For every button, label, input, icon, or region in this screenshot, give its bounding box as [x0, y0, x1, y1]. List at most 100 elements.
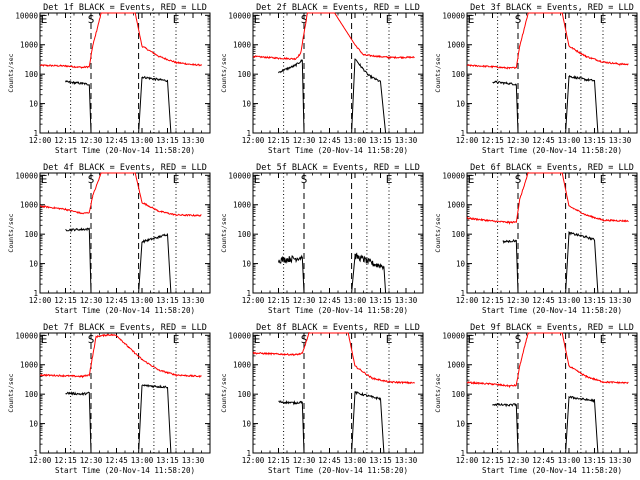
x-tick-label: 12:45 — [105, 456, 128, 465]
x-tick-label: 12:15 — [54, 296, 77, 305]
panel-7: Det 7f BLACK = Events, RED = LLD 1 10 100 10… — [7, 323, 211, 475]
x-tick-label: 12:45 — [105, 296, 128, 305]
x-tick-label: 13:00 — [344, 136, 367, 145]
x-tick-label: 12:00 — [242, 136, 265, 145]
panel-2: Det 2f BLACK = Events, RED = LLD 1 10 100 10… — [220, 3, 424, 155]
y-tick-label: 1 — [460, 449, 465, 458]
y-tick-label: 10000 — [228, 171, 251, 180]
y-tick-label: 100 — [24, 230, 38, 239]
y-tick-label: 10000 — [442, 171, 465, 180]
panel-3: Det 3f BLACK = Events, RED = LLD 1 10 100 10… — [434, 3, 638, 155]
y-tick-label: 10 — [242, 100, 252, 109]
lld-series-line — [39, 333, 202, 379]
x-tick-label: 12:00 — [29, 136, 52, 145]
y-tick-label: 1000 — [447, 361, 466, 370]
plot-frame — [466, 332, 638, 454]
x-axis-label: Start Time (20-Nov-14 11:58:20) — [55, 466, 195, 475]
x-tick-label: 12:00 — [242, 456, 265, 465]
events-series-line — [502, 231, 599, 294]
panel-title: Det 5f BLACK = Events, RED = LLD — [256, 163, 420, 173]
events-series-line — [492, 395, 599, 454]
x-tick-label: 12:15 — [267, 296, 290, 305]
panel-1: Det 1f BLACK = Events, RED = LLD 1 10 100 10… — [7, 3, 211, 155]
marker-e-left: E — [41, 173, 48, 186]
lld-series-line — [39, 172, 202, 217]
x-tick-label: 13:30 — [182, 456, 205, 465]
x-axis-label: Start Time (20-Nov-14 11:58:20) — [482, 306, 622, 315]
x-tick-label: 13:15 — [156, 296, 179, 305]
marker-s: S — [515, 13, 522, 26]
x-tick-label: 13:00 — [344, 296, 367, 305]
x-tick-label: 12:30 — [80, 456, 103, 465]
y-tick-label: 10000 — [228, 11, 251, 20]
marker-e-left: E — [468, 173, 475, 186]
y-tick-label: 1 — [33, 289, 38, 298]
y-axis-label: Counts/sec — [434, 373, 442, 412]
x-tick-label: 13:00 — [131, 456, 154, 465]
y-tick-label: 1 — [246, 129, 251, 138]
y-tick-label: 10000 — [228, 331, 251, 340]
y-axis-label: Counts/sec — [434, 53, 442, 92]
events-series-line — [278, 391, 385, 454]
y-tick-label: 1000 — [20, 201, 39, 210]
y-tick-label: 100 — [237, 70, 251, 79]
panel-title: Det 1f BLACK = Events, RED = LLD — [43, 3, 207, 13]
y-axis-label: Counts/sec — [434, 213, 442, 252]
events-series-line — [65, 75, 172, 134]
marker-e-left: E — [468, 333, 475, 346]
y-tick-label: 1 — [246, 289, 251, 298]
y-tick-label: 10000 — [442, 11, 465, 20]
y-tick-label: 1 — [33, 449, 38, 458]
y-tick-label: 10 — [456, 420, 466, 429]
x-tick-label: 12:15 — [267, 136, 290, 145]
panel-5: Det 5f BLACK = Events, RED = LLD 1 10 100 10… — [220, 163, 424, 315]
x-tick-label: 13:00 — [131, 136, 154, 145]
panel-title: Det 4f BLACK = Events, RED = LLD — [43, 163, 207, 173]
x-tick-label: 12:45 — [105, 136, 128, 145]
y-tick-label: 1 — [460, 129, 465, 138]
y-tick-label: 100 — [237, 230, 251, 239]
panel-4: Det 4f BLACK = Events, RED = LLD 1 10 100 10… — [7, 163, 211, 315]
x-tick-label: 12:00 — [456, 136, 479, 145]
x-tick-label: 13:00 — [558, 296, 581, 305]
x-axis-label: Start Time (20-Nov-14 11:58:20) — [55, 306, 195, 315]
y-tick-label: 1 — [460, 289, 465, 298]
y-tick-label: 10 — [29, 100, 39, 109]
x-tick-label: 13:30 — [395, 456, 418, 465]
x-tick-label: 12:00 — [456, 296, 479, 305]
x-tick-label: 12:45 — [318, 136, 341, 145]
x-tick-label: 12:00 — [29, 456, 52, 465]
x-tick-label: 12:00 — [456, 456, 479, 465]
lld-series-line — [252, 12, 415, 61]
x-tick-label: 13:30 — [609, 456, 632, 465]
y-tick-label: 10000 — [15, 11, 38, 20]
panel-8: Det 8f BLACK = Events, RED = LLD 1 10 100 10… — [220, 323, 424, 475]
y-tick-label: 1000 — [447, 201, 466, 210]
x-tick-label: 13:00 — [344, 456, 367, 465]
x-tick-label: 12:30 — [293, 456, 316, 465]
y-tick-label: 100 — [237, 390, 251, 399]
marker-e: E — [173, 333, 180, 346]
marker-e: E — [386, 173, 393, 186]
panel-title: Det 6f BLACK = Events, RED = LLD — [470, 163, 634, 173]
x-axis-label: Start Time (20-Nov-14 11:58:20) — [482, 146, 622, 155]
marker-s: S — [88, 333, 95, 346]
x-tick-label: 12:45 — [318, 456, 341, 465]
panel-title: Det 8f BLACK = Events, RED = LLD — [256, 323, 420, 333]
x-tick-label: 13:30 — [395, 136, 418, 145]
x-tick-label: 13:15 — [156, 456, 179, 465]
x-tick-label: 13:30 — [609, 136, 632, 145]
x-tick-label: 12:15 — [481, 296, 504, 305]
marker-e: E — [600, 173, 607, 186]
x-tick-label: 12:30 — [293, 296, 316, 305]
x-tick-label: 12:45 — [318, 296, 341, 305]
plot-frame — [39, 172, 211, 294]
plot-frame — [39, 12, 211, 134]
marker-e-left: E — [41, 13, 48, 26]
x-tick-label: 13:15 — [583, 456, 606, 465]
y-tick-label: 10000 — [442, 331, 465, 340]
marker-s: S — [515, 173, 522, 186]
events-series-line — [278, 252, 387, 294]
y-tick-label: 10000 — [15, 331, 38, 340]
